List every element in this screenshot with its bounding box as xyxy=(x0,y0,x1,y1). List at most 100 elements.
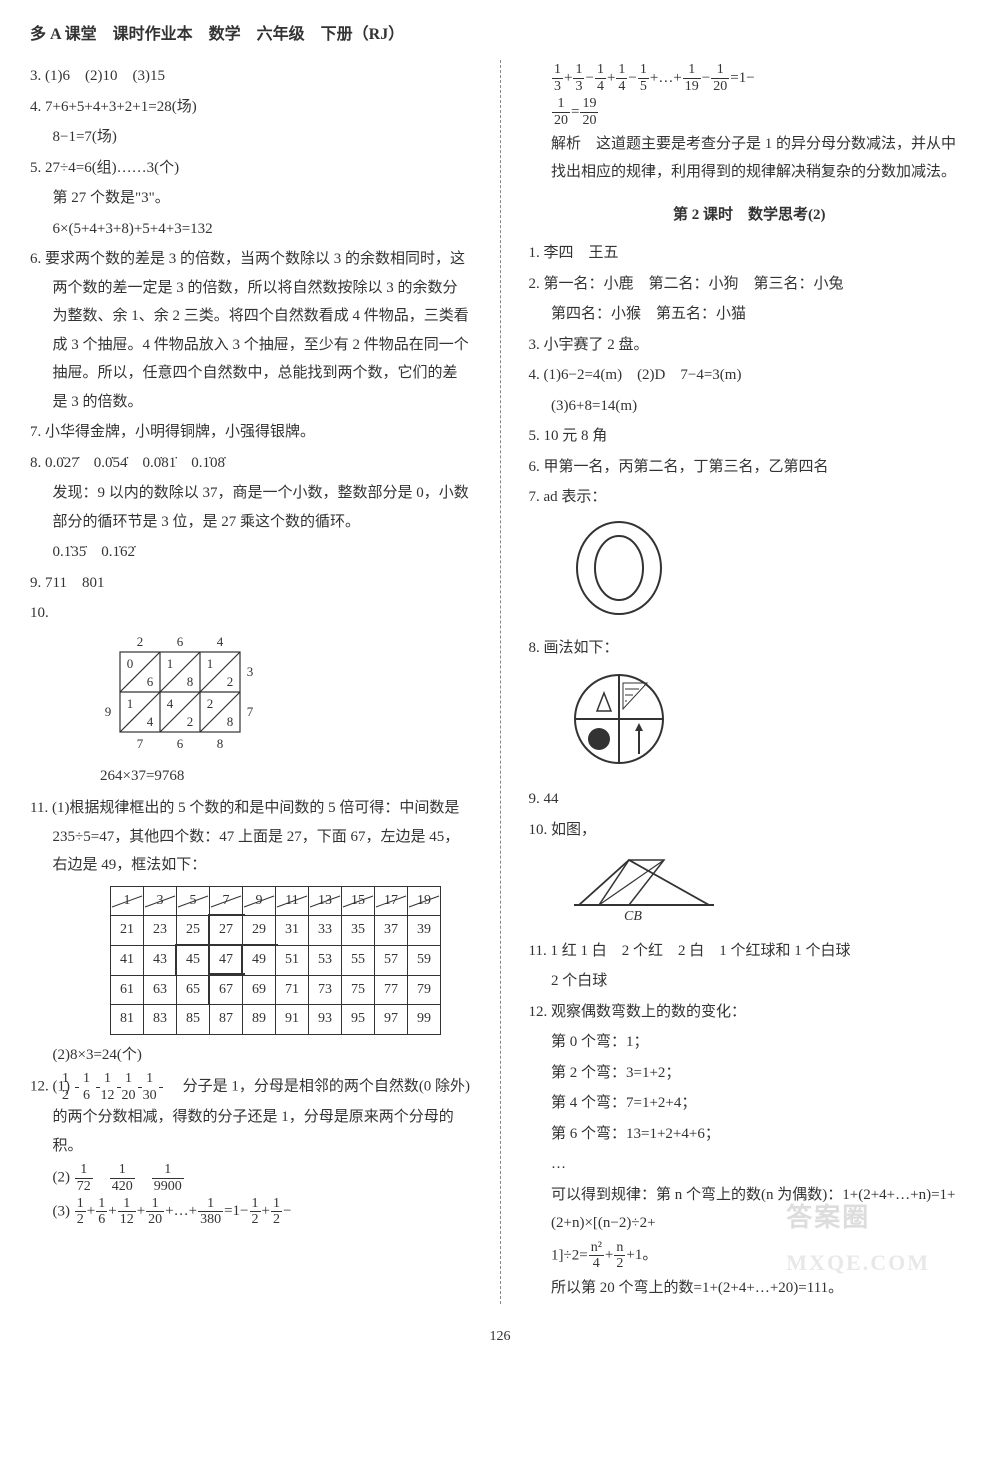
r12b: 第 0 个弯：1； xyxy=(529,1028,971,1057)
grid-cell: 67 xyxy=(210,975,243,1005)
r10-lead: 10. 如图， xyxy=(529,816,971,845)
q10-result: 264×37=9768 xyxy=(100,762,472,791)
q10-label: 10. xyxy=(30,599,472,628)
grid-cell: 59 xyxy=(408,946,441,976)
svg-text:8: 8 xyxy=(187,674,194,689)
r6: 6. 甲第一名，丙第二名，丁第三名，乙第四名 xyxy=(529,453,971,482)
grid-cell: 75 xyxy=(342,975,375,1005)
r8-lead: 8. 画法如下： xyxy=(529,634,971,663)
q11a: 11. (1)根据规律框出的 5 个数的和是中间数的 5 倍可得：中间数是 23… xyxy=(30,794,472,880)
grid-cell: 19 xyxy=(408,886,441,916)
q6: 6. 要求两个数的差是 3 的倍数，当两个数除以 3 的余数相同时，这两个数的差… xyxy=(30,245,472,416)
grid-cell: 43 xyxy=(144,946,177,976)
q8c: 0.1̇35̇ 0.1̇62̇ xyxy=(30,538,472,567)
q4b: 8−1=7(场) xyxy=(30,123,472,152)
grid-cell: 9 xyxy=(243,886,276,916)
grid-cell: 89 xyxy=(243,1005,276,1035)
grid-cell: 21 xyxy=(111,916,144,946)
lattice-bot-1: 6 xyxy=(177,736,184,751)
svg-text:2: 2 xyxy=(187,714,194,729)
section-title: 第 2 课时 数学思考(2) xyxy=(529,201,971,230)
svg-text:2: 2 xyxy=(227,674,234,689)
lattice-diagram: 2 6 4 3 7 9 7 6 8 06 18 12 xyxy=(90,632,472,791)
lattice-bot-0: 7 xyxy=(137,736,144,751)
r12d: 第 4 个弯：7=1+2+4； xyxy=(529,1089,971,1118)
grid-cell: 5 xyxy=(177,886,210,916)
triangle-figure: CB xyxy=(569,850,971,931)
grid-cell: 17 xyxy=(375,886,408,916)
grid-cell: 1 xyxy=(111,886,144,916)
grid-cell: 41 xyxy=(111,946,144,976)
svg-text:0: 0 xyxy=(127,656,134,671)
svg-text:8: 8 xyxy=(227,714,234,729)
svg-text:4: 4 xyxy=(167,696,174,711)
grid-cell: 95 xyxy=(342,1005,375,1035)
grid-cell: 7 xyxy=(210,886,243,916)
grid-cell: 85 xyxy=(177,1005,210,1035)
grid-cell: 91 xyxy=(276,1005,309,1035)
r3: 3. 小宇赛了 2 盘。 xyxy=(529,331,971,360)
grid-cell: 79 xyxy=(408,975,441,1005)
grid-cell: 35 xyxy=(342,916,375,946)
grid-cell: 53 xyxy=(309,946,342,976)
q12-2: (2) 172 1420 19900 xyxy=(30,1162,472,1194)
grid-cell: 45 xyxy=(177,946,210,976)
r2b: 第四名：小猴 第五名：小猫 xyxy=(529,300,971,329)
grid-cell: 61 xyxy=(111,975,144,1005)
grid-cell: 13 xyxy=(309,886,342,916)
svg-text:6: 6 xyxy=(147,674,154,689)
r1: 1. 李四 王五 xyxy=(529,239,971,268)
number-grid: 1357911131517192123252729313335373941434… xyxy=(110,886,441,1035)
q3: 3. (1)6 (2)10 (3)15 xyxy=(30,62,472,91)
pie-figure xyxy=(569,669,971,780)
r12g: 可以得到规律：第 n 个弯上的数(n 为偶数)：1+(2+4+…+n)=1+(2… xyxy=(529,1181,971,1238)
grid-cell: 47 xyxy=(210,946,243,976)
grid-cell: 77 xyxy=(375,975,408,1005)
grid-cell: 33 xyxy=(309,916,342,946)
cont-b: 120=1920 xyxy=(529,96,971,128)
q11b: (2)8×3=24(个) xyxy=(30,1041,472,1070)
svg-text:1: 1 xyxy=(127,696,134,711)
grid-cell: 31 xyxy=(276,916,309,946)
grid-cell: 93 xyxy=(309,1005,342,1035)
lattice-right-1: 7 xyxy=(247,704,254,719)
r11b: 2 个白球 xyxy=(529,967,971,996)
grid-cell: 3 xyxy=(144,886,177,916)
analysis: 解析 这道题主要是考查分子是 1 的异分母分数减法，并从中找出相应的规律，利用得… xyxy=(529,130,971,187)
grid-cell: 15 xyxy=(342,886,375,916)
left-column: 3. (1)6 (2)10 (3)15 4. 7+6+5+4+3+2+1=28(… xyxy=(30,60,472,1304)
grid-cell: 29 xyxy=(243,916,276,946)
grid-cell: 11 xyxy=(276,886,309,916)
q8b: 发现：9 以内的数除以 37，商是一个小数，整数部分是 0，小数部分的循环节是 … xyxy=(30,479,472,536)
q8a: 8. 0.0̇27̇ 0.0̇54̇ 0.0̇81̇ 0.1̇08̇ xyxy=(30,449,472,478)
page-columns: 3. (1)6 (2)10 (3)15 4. 7+6+5+4+3+2+1=28(… xyxy=(30,60,970,1304)
grid-cell: 25 xyxy=(177,916,210,946)
q5c: 6×(5+4+3+8)+5+4+3=132 xyxy=(30,215,472,244)
q12-1: 12. (1) 12 16 112 120 130 分子是 1，分母是相邻的两个… xyxy=(30,1071,472,1160)
r7-lead: 7. ad 表示： xyxy=(529,483,971,512)
grid-cell: 57 xyxy=(375,946,408,976)
grid-cell: 97 xyxy=(375,1005,408,1035)
grid-cell: 63 xyxy=(144,975,177,1005)
lattice-bot-2: 8 xyxy=(217,736,224,751)
svg-text:2: 2 xyxy=(207,696,214,711)
page-header: 多 A 课堂 课时作业本 数学 六年级 下册（RJ） xyxy=(30,20,970,50)
svg-text:CB: CB xyxy=(624,909,642,920)
annulus-figure xyxy=(569,518,971,629)
svg-text:1: 1 xyxy=(167,656,174,671)
r4a: 4. (1)6−2=4(m) (2)D 7−4=3(m) xyxy=(529,361,971,390)
lattice-top-0: 2 xyxy=(137,634,144,649)
grid-cell: 81 xyxy=(111,1005,144,1035)
grid-cell: 51 xyxy=(276,946,309,976)
grid-cell: 37 xyxy=(375,916,408,946)
q7: 7. 小华得金牌，小明得铜牌，小强得银牌。 xyxy=(30,418,472,447)
r12e: 第 6 个弯：13=1+2+4+6； xyxy=(529,1120,971,1149)
q12-3: (3) 12+16+112+120+…+1380=1−12+12− xyxy=(30,1196,472,1228)
r12g2: 1]÷2=n²4+n2+1。 xyxy=(529,1240,971,1272)
grid-cell: 99 xyxy=(408,1005,441,1035)
grid-cell: 55 xyxy=(342,946,375,976)
grid-cell: 65 xyxy=(177,975,210,1005)
cont-a: 13+13−14+14−15+…+119−120=1− xyxy=(529,62,971,94)
column-divider xyxy=(500,60,501,1304)
q9: 9. 711 801 xyxy=(30,569,472,598)
